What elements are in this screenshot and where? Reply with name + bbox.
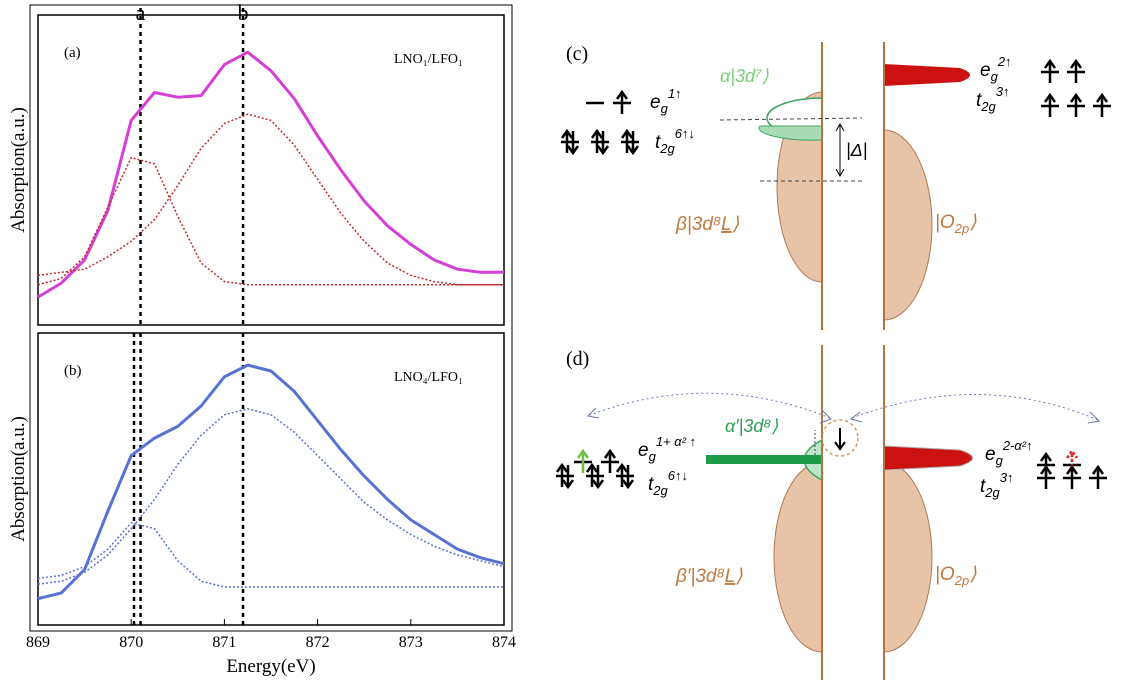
ligand-pre: β′|3d⁸ (675, 566, 725, 587)
ligand-post: ⟩ (735, 566, 743, 587)
ligand-state: β′|3d⁸L⟩ (675, 566, 743, 587)
figure: (c) (d) |Δ| α|3d⁷⟩ β|3d⁸L⟩ |O2p⟩ eg1↑ t2… (0, 0, 1136, 687)
y-axis-label: Absorption(a.u.) (8, 416, 29, 542)
ground-state: α|3d⁷⟩ (720, 66, 769, 86)
ligand-state: β|3d⁸L⟩ (675, 214, 740, 235)
eg-label: eg1↑ (650, 86, 682, 116)
eg-sub: g (661, 101, 669, 116)
oxygen-band (884, 64, 970, 86)
t2g-label: t2g6↑↓ (655, 126, 695, 156)
t2g-label: t2g3↑ (980, 470, 1013, 500)
oxygen-post: ⟩ (969, 564, 977, 585)
oxygen-state: |O2p⟩ (935, 564, 977, 588)
d-filled (706, 455, 822, 464)
ligand-lobe (774, 462, 822, 652)
hole-spin (835, 428, 845, 449)
oxygen-sub: 2p (954, 221, 969, 236)
x-axis-label: Energy(eV) (226, 656, 315, 677)
t2g-sub: 2g (659, 141, 675, 156)
chart-1: (b) LNO₄/LFO₁ Absorption(a.u.) Energy(eV) 86… (8, 333, 516, 677)
reference-label: b (238, 0, 249, 25)
oxygen-sub: 2p (954, 573, 969, 588)
eg-base: e (638, 440, 649, 461)
ligand-hole: L (725, 566, 736, 587)
annotation: LNO₁/LFO₁ (394, 52, 463, 67)
eg-base: e (985, 444, 996, 465)
d-filled (759, 126, 822, 140)
oxygen-state: |O2p⟩ (935, 212, 977, 236)
t2g-label: t2g6↑↓ (648, 468, 688, 498)
spectrum-line (38, 52, 504, 297)
t2g-sub: 2g (984, 485, 1000, 500)
x-tick-label: 872 (306, 634, 330, 651)
x-tick-label: 873 (399, 634, 423, 651)
x-tick-label: 874 (492, 634, 516, 651)
oxygen-pre: |O (935, 212, 955, 233)
oxygen-post: ⟩ (969, 212, 977, 233)
transfer-arrow (590, 393, 830, 418)
ligand-post: ⟩ (732, 214, 740, 235)
diagram-d: α′|3d⁸⟩ β′|3d⁸L⟩ |O2p⟩ eg1+ α² ↑ t2g6↑↓ … (588, 345, 1099, 680)
eg-base: e (980, 60, 991, 81)
eg-sub: g (996, 453, 1004, 468)
gap-label: |Δ| (846, 140, 867, 160)
t2g-sup: 6↑↓ (675, 126, 695, 141)
panel-label: (c) (566, 43, 588, 65)
eg-sup: 1↑ (668, 86, 682, 101)
t2g-label: t2g3↑ (976, 84, 1009, 114)
eg-label: eg1+ α² ↑ (638, 434, 696, 464)
spectrum-line (38, 409, 504, 584)
oxygen-lobe (884, 462, 932, 652)
panel-label: (b) (64, 363, 82, 379)
x-tick-label: 870 (119, 634, 143, 651)
t2g-sub: 2g (980, 99, 996, 114)
eg-base: e (650, 92, 661, 113)
x-tick-label: 871 (212, 634, 236, 651)
eg-sup: 1+ α² ↑ (656, 434, 696, 449)
spectrum-line (38, 158, 504, 285)
panel-label: (a) (64, 45, 81, 61)
t2g-sup: 3↑ (996, 84, 1010, 99)
oxygen-lobe (884, 130, 932, 320)
reference-label: a (136, 0, 146, 25)
eg-label: eg2-α²↑ (985, 438, 1033, 468)
diagram-c: |Δ| α|3d⁷⟩ β|3d⁸L⟩ |O2p⟩ eg1↑ t2g6↑↓ eg2… (650, 42, 1012, 330)
ligand-hole: L (721, 214, 732, 235)
t2g-sup: 6↑↓ (668, 468, 688, 483)
eg-sup: 2-α²↑ (1002, 438, 1033, 453)
annotation: LNO₄/LFO₁ (394, 370, 463, 385)
oxygen-pre: |O (935, 564, 955, 585)
t2g-sup: 3↑ (1000, 470, 1014, 485)
chart-0: (a) LNO₁/LFO₁ Absorption(a.u.) a b (8, 0, 504, 325)
t2g-sub: 2g (652, 483, 668, 498)
eg-sub: g (991, 69, 999, 84)
x-tick-label: 869 (26, 634, 50, 651)
eg-label: eg2↑ (980, 54, 1012, 84)
eg-sup: 2↑ (997, 54, 1012, 69)
spectrum-line (38, 365, 504, 599)
ligand-pre: β|3d⁸ (675, 214, 721, 235)
panel-label: (d) (566, 348, 589, 370)
y-axis-label: Absorption(a.u.) (8, 107, 29, 233)
eg-sub: g (649, 449, 657, 464)
ground-state: α′|3d⁸⟩ (725, 416, 778, 436)
arrow-head (588, 408, 1099, 423)
transfer-arrow (852, 394, 1098, 420)
oxygen-band (884, 446, 973, 470)
